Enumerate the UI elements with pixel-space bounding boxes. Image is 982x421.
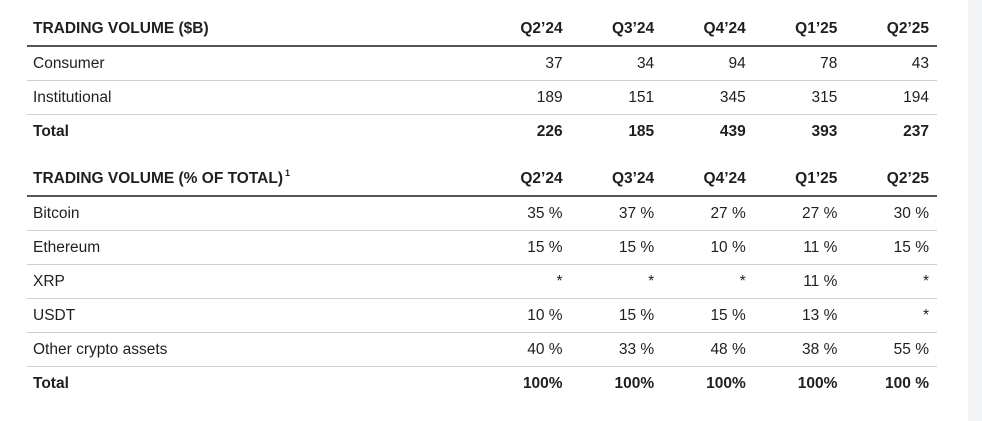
total-row: Total 226 185 439 393 237 [27,115,937,149]
row-label: Other crypto assets [27,332,479,367]
table-row: USDT 10 % 15 % 15 % 13 % * [27,298,937,333]
cell-value: 37 [479,46,571,81]
cell-value: 10 % [662,230,754,265]
cell-value: * [662,264,754,299]
section-spacer [27,148,937,162]
cell-value: 194 [845,80,937,115]
cell-value: 43 [845,46,937,81]
cell-value: 13 % [753,298,846,333]
row-label: Total [33,375,69,392]
cell-value: 27 % [662,196,754,231]
table-row: Ethereum 15 % 15 % 10 % 11 % 15 % [27,230,937,265]
cell-value: 35 % [479,196,571,231]
share-table-title: TRADING VOLUME (% OF TOTAL) 1 [27,162,479,197]
cell-value: 100% [614,375,655,392]
column-header: Q4’24 [662,162,754,197]
cell-value: 15 % [845,230,937,265]
row-label: XRP [27,264,479,299]
row-label: Consumer [27,46,479,81]
row-label: Bitcoin [27,196,479,231]
cell-value: 315 [753,80,846,115]
share-header-row: TRADING VOLUME (% OF TOTAL) 1 Q2’24 Q3’24… [27,162,937,197]
cell-value: 100% [706,375,746,392]
column-header: Q4’24 [662,12,754,47]
cell-value: 15 % [570,298,663,333]
cell-value: 100 % [885,375,929,392]
cell-value: 11 % [753,264,846,299]
cell-value: 30 % [845,196,937,231]
cell-value: 10 % [479,298,571,333]
column-header: Q1’25 [753,162,846,197]
cell-value: 15 % [570,230,663,265]
cell-value: 37 % [570,196,663,231]
cell-value: 237 [903,123,929,140]
table-row: Institutional 189 151 345 315 194 [27,80,937,115]
column-header: Q2’24 [479,12,571,47]
cell-value: 48 % [662,332,754,367]
table-row: Other crypto assets 40 % 33 % 48 % 38 % … [27,332,937,367]
row-label: Ethereum [27,230,479,265]
footnote-marker: 1 [285,167,291,178]
cell-value: 185 [628,123,655,140]
cell-value: 34 [570,46,663,81]
cell-value: 38 % [753,332,846,367]
row-label: Total [33,123,69,140]
cell-value: * [479,264,571,299]
row-label: Institutional [27,80,479,115]
table-row: XRP * * * 11 % * [27,264,937,299]
column-header: Q3’24 [570,12,663,47]
cell-value: * [845,264,937,299]
cell-value: 439 [719,123,746,140]
cell-value: 27 % [753,196,846,231]
column-header: Q2’25 [845,162,937,197]
cell-value: 100% [797,375,838,392]
cell-value: 33 % [570,332,663,367]
total-row: Total 100% 100% 100% 100% 100 % [27,367,937,401]
cell-value: 226 [536,123,563,140]
cell-value: 78 [753,46,846,81]
table-row: Consumer 37 34 94 78 43 [27,46,937,81]
column-header: Q1’25 [753,12,846,47]
cell-value: 151 [570,80,663,115]
table-row: Bitcoin 35 % 37 % 27 % 27 % 30 % [27,196,937,231]
cell-value: 15 % [662,298,754,333]
cell-value: 393 [811,123,838,140]
cell-value: 15 % [479,230,571,265]
cell-value: 189 [479,80,571,115]
cell-value: 11 % [753,230,846,265]
cell-value: 94 [662,46,754,81]
volume-table-title: TRADING VOLUME ($B) [27,12,479,47]
cell-value: * [845,298,937,333]
column-header: Q2’24 [479,162,571,197]
cell-value: 100% [522,375,563,392]
cell-value: * [570,264,663,299]
cell-value: 55 % [845,332,937,367]
trading-volume-table: TRADING VOLUME ($B) Q2’24 Q3’24 Q4’24 Q1… [27,12,937,400]
cell-value: 40 % [479,332,571,367]
cell-value: 345 [662,80,754,115]
column-header: Q3’24 [570,162,663,197]
volume-header-row: TRADING VOLUME ($B) Q2’24 Q3’24 Q4’24 Q1… [27,12,937,47]
column-header: Q2’25 [845,12,937,47]
row-label: USDT [27,298,479,333]
